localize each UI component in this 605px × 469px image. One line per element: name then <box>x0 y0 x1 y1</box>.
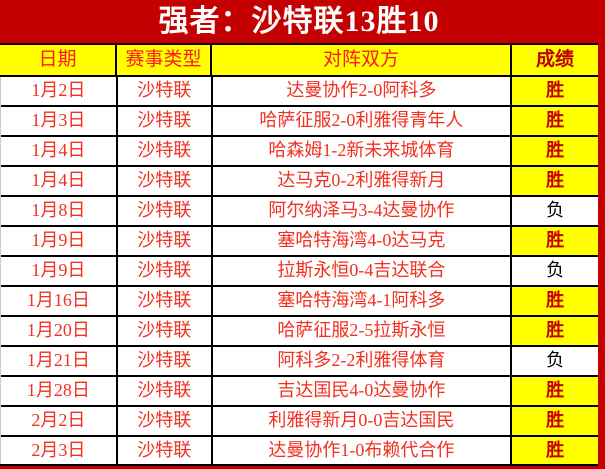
date-cell: 1月16日 <box>1 287 118 315</box>
table-row: 1月2日 沙特联 达曼协作2-0阿科多 胜 <box>1 77 598 107</box>
table-row: 1月3日 沙特联 哈萨征服2-0利雅得青年人 胜 <box>1 107 598 137</box>
table-row: 1月9日 沙特联 拉斯永恒0-4吉达联合 负 <box>1 257 598 287</box>
date-cell: 1月4日 <box>1 137 118 165</box>
league-cell: 沙特联 <box>118 137 213 165</box>
table-row: 1月20日 沙特联 哈萨征服2-5拉斯永恒 胜 <box>1 317 598 347</box>
result-cell: 负 <box>512 257 598 285</box>
col-header-result: 成绩 <box>535 49 574 70</box>
bottom-border <box>0 464 598 469</box>
league-cell: 沙特联 <box>118 197 213 225</box>
league-cell: 沙特联 <box>118 227 213 255</box>
match-cell: 达马克0-2利雅得新月 <box>213 167 513 195</box>
result-cell: 胜 <box>512 437 598 465</box>
col-header-type: 赛事类型 <box>117 45 212 75</box>
date-cell: 2月2日 <box>1 407 118 435</box>
result-cell: 胜 <box>512 107 598 135</box>
match-cell: 塞哈特海湾4-0达马克 <box>213 227 513 255</box>
league-cell: 沙特联 <box>118 107 213 135</box>
date-cell: 1月8日 <box>1 197 118 225</box>
table-body: 1月2日 沙特联 达曼协作2-0阿科多 胜 1月3日 沙特联 哈萨征服2-0利雅… <box>0 77 598 469</box>
table-row: 1月9日 沙特联 塞哈特海湾4-0达马克 胜 <box>1 227 598 257</box>
match-cell: 哈萨征服2-5拉斯永恒 <box>213 317 513 345</box>
result-cell: 胜 <box>512 167 598 195</box>
date-cell: 1月4日 <box>1 167 118 195</box>
result-cell: 胜 <box>512 287 598 315</box>
date-cell: 1月9日 <box>1 257 118 285</box>
match-cell: 拉斯永恒0-4吉达联合 <box>213 257 513 285</box>
col-header-date: 日期 <box>0 45 117 75</box>
table-row: 1月21日 沙特联 阿科多2-2利雅得体育 负 <box>1 347 598 377</box>
date-cell: 1月28日 <box>1 377 118 405</box>
date-cell: 1月20日 <box>1 317 118 345</box>
date-cell: 1月9日 <box>1 227 118 255</box>
table-row: 1月4日 沙特联 达马克0-2利雅得新月 胜 <box>1 167 598 197</box>
table-row: 2月3日 沙特联 达曼协作1-0布赖代合作 胜 <box>1 437 598 467</box>
match-cell: 哈萨征服2-0利雅得青年人 <box>213 107 513 135</box>
match-cell: 阿科多2-2利雅得体育 <box>213 347 513 375</box>
date-cell: 1月3日 <box>1 107 118 135</box>
league-cell: 沙特联 <box>118 287 213 315</box>
league-cell: 沙特联 <box>118 167 213 195</box>
col-header-match: 对阵双方 <box>212 45 512 75</box>
result-cell: 负 <box>512 347 598 375</box>
match-cell: 利雅得新月0-0吉达国民 <box>213 407 513 435</box>
match-cell: 哈森姆1-2新未来城体育 <box>213 137 513 165</box>
match-cell: 阿尔纳泽马3-4达曼协作 <box>213 197 513 225</box>
table-row: 1月28日 沙特联 吉达国民4-0达曼协作 胜 <box>1 377 598 407</box>
match-cell: 吉达国民4-0达曼协作 <box>213 377 513 405</box>
league-cell: 沙特联 <box>118 347 213 375</box>
result-cell: 负 <box>512 197 598 225</box>
league-cell: 沙特联 <box>118 377 213 405</box>
table-row: 1月4日 沙特联 哈森姆1-2新未来城体育 胜 <box>1 137 598 167</box>
result-cell: 胜 <box>512 77 598 105</box>
header-row: 日期 赛事类型 对阵双方 成绩 <box>0 45 598 77</box>
table-row: 1月16日 沙特联 塞哈特海湾4-1阿科多 胜 <box>1 287 598 317</box>
result-cell: 胜 <box>512 137 598 165</box>
league-cell: 沙特联 <box>118 407 213 435</box>
table-row: 1月8日 沙特联 阿尔纳泽马3-4达曼协作 负 <box>1 197 598 227</box>
match-cell: 达曼协作2-0阿科多 <box>213 77 513 105</box>
league-cell: 沙特联 <box>118 437 213 465</box>
league-cell: 沙特联 <box>118 317 213 345</box>
result-cell: 胜 <box>512 377 598 405</box>
date-cell: 2月3日 <box>1 437 118 465</box>
match-cell: 达曼协作1-0布赖代合作 <box>213 437 513 465</box>
page-title: 强者：沙特联13胜10 <box>0 0 598 45</box>
date-cell: 1月2日 <box>1 77 118 105</box>
result-cell: 胜 <box>512 317 598 345</box>
table-row: 2月2日 沙特联 利雅得新月0-0吉达国民 胜 <box>1 407 598 437</box>
result-cell: 胜 <box>512 227 598 255</box>
result-cell: 胜 <box>512 407 598 435</box>
match-cell: 塞哈特海湾4-1阿科多 <box>213 287 513 315</box>
league-cell: 沙特联 <box>118 257 213 285</box>
date-cell: 1月21日 <box>1 347 118 375</box>
league-cell: 沙特联 <box>118 77 213 105</box>
